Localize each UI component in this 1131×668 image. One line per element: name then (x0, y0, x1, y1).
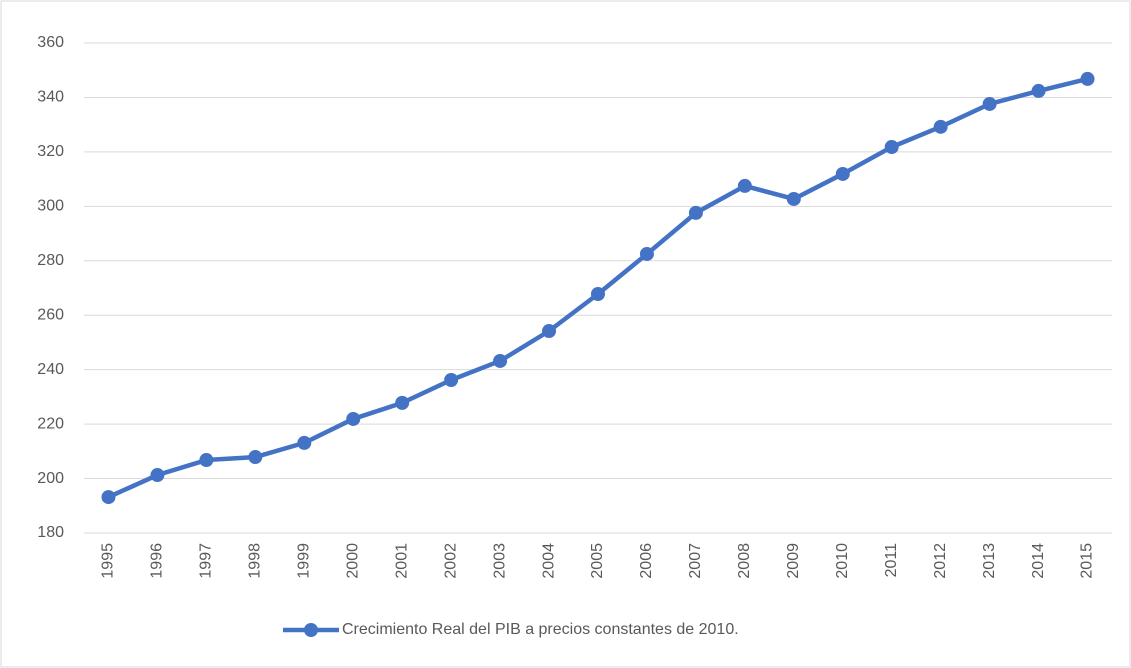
marker (346, 411, 361, 426)
marker (297, 435, 312, 450)
y-tick-label: 300 (37, 198, 64, 215)
y-tick-label: 260 (37, 306, 64, 323)
x-tick-label: 2014 (1030, 543, 1047, 579)
marker (199, 453, 214, 468)
marker (591, 286, 605, 301)
y-tick-label: 240 (37, 361, 64, 378)
y-tick-label: 320 (37, 143, 64, 160)
marker (982, 96, 997, 111)
y-tick-label: 220 (37, 415, 64, 432)
marker (786, 191, 801, 206)
marker (101, 490, 116, 505)
y-tick-label: 340 (37, 89, 64, 106)
marker (933, 119, 948, 134)
marker (1080, 71, 1095, 86)
marker (493, 353, 508, 368)
x-tick-label: 1999 (296, 543, 313, 579)
y-tick-label: 360 (37, 34, 64, 51)
y-tick-label: 200 (37, 470, 64, 487)
x-tick-label: 2010 (834, 543, 851, 579)
marker (395, 395, 410, 410)
x-tick-label: 2002 (442, 543, 459, 579)
x-tick-label: 1996 (149, 543, 166, 579)
x-tick-label: 2009 (785, 543, 802, 579)
marker (688, 205, 703, 220)
marker (444, 373, 459, 388)
marker (248, 450, 263, 465)
x-tick-label: 2008 (736, 543, 753, 579)
marker (1031, 83, 1046, 98)
legend-label: Crecimiento Real del PIB a precios const… (342, 621, 739, 638)
x-tick-label: 1995 (100, 543, 117, 579)
marker (150, 468, 165, 483)
x-tick-label: 2013 (981, 543, 998, 579)
x-tick-label: 2003 (491, 543, 508, 579)
x-tick-label: 2015 (1079, 543, 1096, 579)
marker (639, 246, 654, 261)
y-tick-label: 180 (37, 524, 64, 541)
legend-marker (304, 623, 318, 637)
marker (737, 178, 752, 193)
x-tick-label: 1997 (198, 543, 215, 579)
x-tick-label: 2006 (638, 543, 655, 579)
marker (884, 139, 899, 154)
x-tick-label: 2012 (932, 543, 949, 579)
x-tick-label: 2007 (687, 543, 704, 579)
x-tick-label: 1998 (247, 543, 264, 579)
y-tick-label: 280 (37, 252, 64, 269)
marker (542, 324, 557, 339)
x-tick-label: 2004 (540, 543, 557, 579)
x-tick-label: 2011 (883, 543, 900, 578)
x-tick-label: 2000 (344, 543, 361, 579)
x-tick-label: 2005 (589, 543, 606, 579)
marker (835, 166, 850, 181)
x-tick-label: 2001 (393, 543, 410, 579)
